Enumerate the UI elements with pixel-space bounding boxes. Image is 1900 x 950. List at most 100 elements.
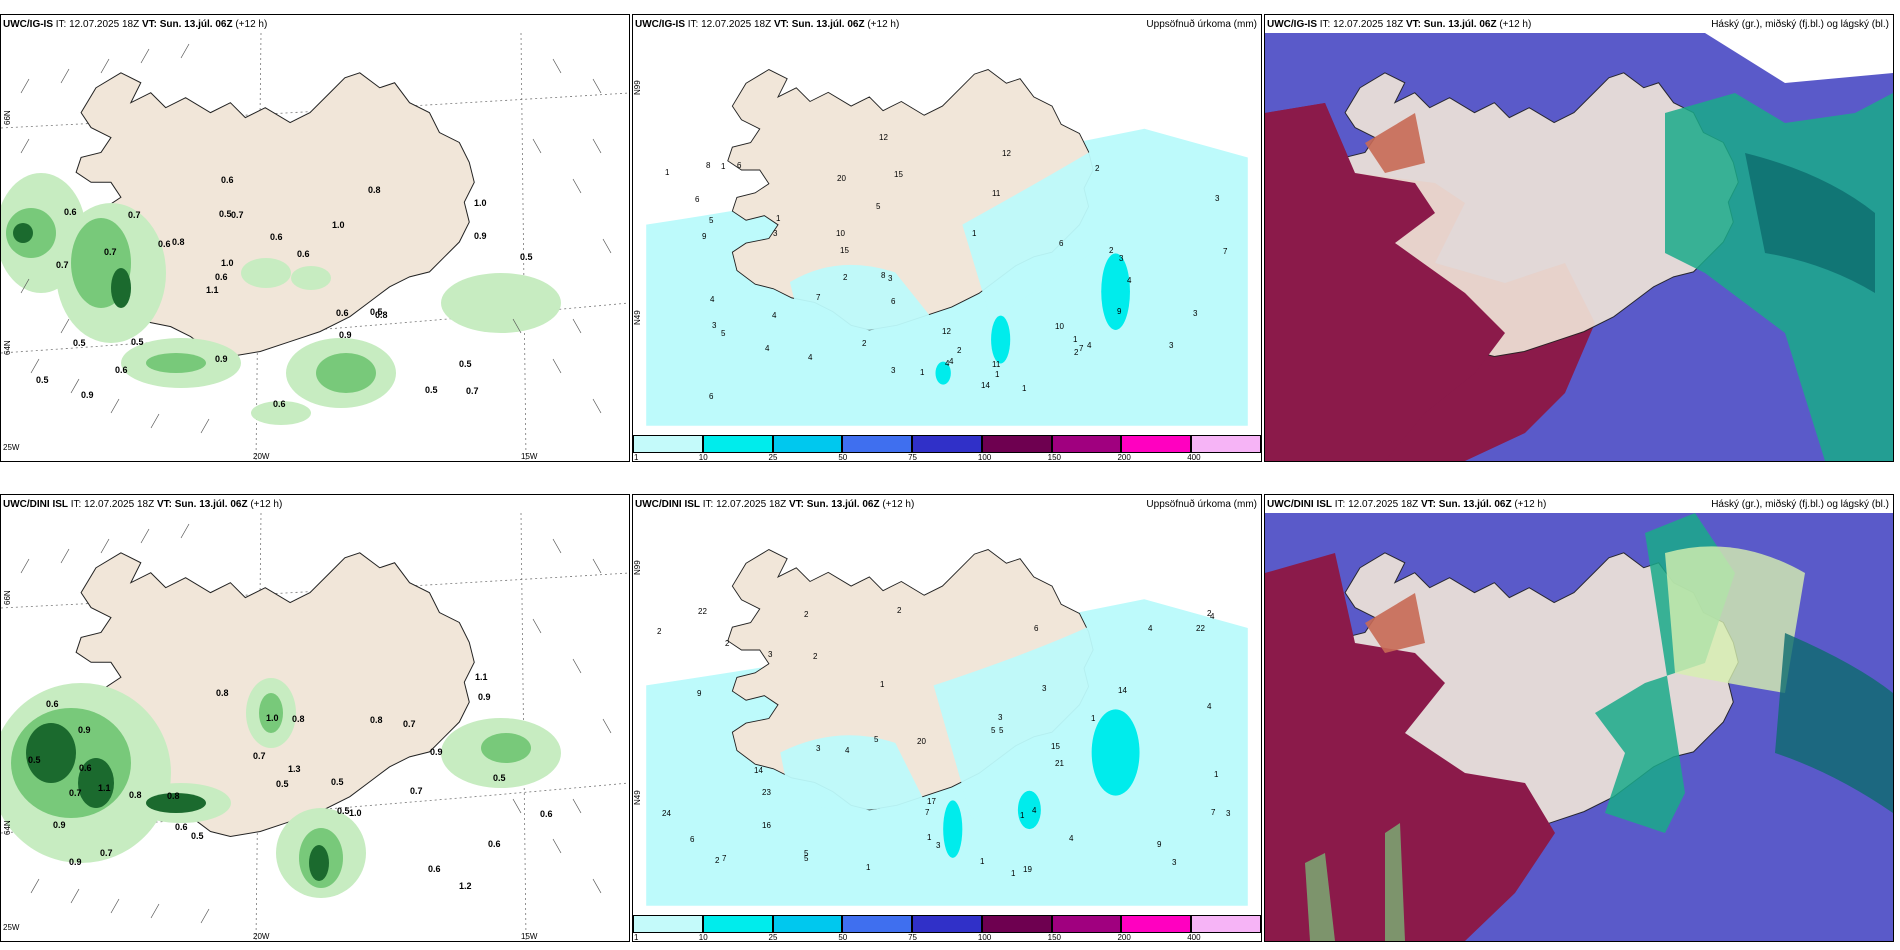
vt-prefix: VT: bbox=[1420, 499, 1436, 510]
vt-prefix: VT: bbox=[788, 499, 804, 510]
colorbar-swatch bbox=[702, 915, 773, 933]
label-layer: 1154223321435765954214321414242322212019… bbox=[657, 606, 1231, 878]
shower-value: 0.6 bbox=[336, 308, 349, 318]
shower-value: 1.1 bbox=[206, 285, 219, 295]
valid-time: Sun. 13.júl. 06Z bbox=[791, 19, 865, 30]
precip-value: 3 bbox=[816, 744, 821, 753]
lon-label: 20W bbox=[253, 452, 270, 461]
colorbar-label: 100 bbox=[977, 933, 992, 942]
valid-time: Sun. 13.júl. 06Z bbox=[159, 19, 233, 30]
shower-value: 0.5 bbox=[331, 777, 344, 787]
shower-value: 0.6 bbox=[158, 239, 171, 249]
shower-value: 0.5 bbox=[337, 806, 350, 816]
init-time: 12.07.2025 18Z bbox=[84, 499, 155, 510]
shower-value: 0.9 bbox=[69, 857, 82, 867]
precip-value: 1 bbox=[1091, 714, 1096, 723]
precip-value: 11 bbox=[992, 189, 1001, 198]
shower-value: 0.6 bbox=[297, 249, 310, 259]
colorbar-swatch bbox=[772, 435, 843, 453]
colorbar-swatch bbox=[842, 915, 913, 933]
shower-value: 0.5 bbox=[36, 375, 49, 385]
shower-value: 0.5 bbox=[493, 773, 506, 783]
precip-value: 14 bbox=[981, 381, 990, 390]
precip-value: 1 bbox=[880, 680, 885, 689]
shower-value: 0.6 bbox=[79, 763, 92, 773]
colorbar: 1 10 25 50 75 100 150 200 400 bbox=[633, 915, 1261, 941]
precip-value: 12 bbox=[879, 133, 888, 142]
shower-areas bbox=[1, 678, 561, 898]
precip-value: 9 bbox=[702, 232, 707, 241]
precip-value: 3 bbox=[712, 321, 717, 330]
precip-value: 2 bbox=[843, 273, 848, 282]
shower-value: 0.6 bbox=[428, 864, 441, 874]
shower-value: 1.2 bbox=[459, 881, 472, 891]
colorbar-swatch bbox=[633, 915, 703, 933]
precip-panel-row2: UWC/DINI ISL IT: 12.07.2025 18Z VT: Sun.… bbox=[632, 494, 1262, 942]
precip-value: 5 bbox=[874, 735, 879, 744]
shower-value: 0.9 bbox=[53, 820, 66, 830]
colorbar-swatch bbox=[1051, 435, 1122, 453]
precip-value: 3 bbox=[1215, 194, 1220, 203]
precip-value: 1 bbox=[972, 229, 977, 238]
shower-value: 0.6 bbox=[221, 175, 234, 185]
precip-value: 1 bbox=[721, 162, 726, 171]
shower-value: 1.0 bbox=[266, 713, 279, 723]
precip-value: 15 bbox=[894, 170, 903, 179]
panel-header: UWC/DINI ISL IT: 12.07.2025 18Z VT: Sun.… bbox=[1267, 499, 1546, 510]
shower-value: 0.5 bbox=[73, 338, 86, 348]
colorbar-swatch bbox=[633, 435, 703, 453]
precip-value: 7 bbox=[1211, 808, 1216, 817]
colorbar-swatch bbox=[1191, 435, 1261, 453]
shower-value: 0.7 bbox=[403, 719, 416, 729]
precip-value: 3 bbox=[1172, 858, 1177, 867]
precip-value: 7 bbox=[816, 293, 821, 302]
shower-value: 0.8 bbox=[129, 790, 142, 800]
shower-value: 0.7 bbox=[253, 751, 266, 761]
shower-value: 0.5 bbox=[131, 337, 144, 347]
precip-value: 2 bbox=[657, 627, 662, 636]
precip-value: 11 bbox=[992, 360, 1001, 369]
shower-value: 0.9 bbox=[78, 725, 91, 735]
wind-panel-row2: UWC/DINI ISL IT: 12.07.2025 18Z VT: Sun.… bbox=[0, 494, 630, 942]
lead-time: (+12 h) bbox=[882, 499, 915, 510]
shower-value: 0.7 bbox=[231, 210, 244, 220]
colorbar-label: 1 bbox=[634, 933, 639, 942]
precip-value: 4 bbox=[1087, 341, 1092, 350]
precip-value: 14 bbox=[1118, 686, 1127, 695]
shower-value: 0.5 bbox=[370, 307, 383, 317]
shower-value: 0.6 bbox=[540, 809, 553, 819]
panel-header: UWC/IG-IS IT: 12.07.2025 18Z VT: Sun. 13… bbox=[1267, 19, 1531, 30]
shower-value: 0.5 bbox=[459, 359, 472, 369]
precip-value: 6 bbox=[709, 392, 714, 401]
colorbar-label: 25 bbox=[768, 453, 778, 462]
lon-label: 25W bbox=[3, 443, 20, 452]
vt-prefix: VT: bbox=[141, 19, 157, 30]
precip-value: 2 bbox=[957, 346, 962, 355]
precip-title: Uppsöfnuð úrkoma (mm) bbox=[1146, 499, 1257, 510]
valid-time: Sun. 13.júl. 06Z bbox=[1423, 19, 1497, 30]
precip-value: 2 bbox=[1074, 348, 1079, 357]
vt-prefix: VT: bbox=[156, 499, 172, 510]
precip-value: 19 bbox=[1023, 865, 1032, 874]
precip-value: 20 bbox=[917, 737, 926, 746]
colorbar-label: 75 bbox=[908, 453, 918, 462]
precip-value: 1 bbox=[927, 833, 932, 842]
shower-value: 0.8 bbox=[216, 688, 229, 698]
shower-value: 0.9 bbox=[81, 390, 94, 400]
shower-value: 0.9 bbox=[430, 747, 443, 757]
lon-label: 15W bbox=[521, 452, 538, 461]
it-prefix: IT: bbox=[702, 499, 714, 510]
colorbar-label: 400 bbox=[1187, 453, 1201, 462]
precip-value: 4 bbox=[945, 359, 950, 368]
shower-value: 0.7 bbox=[100, 848, 113, 858]
model-name: UWC/IG-IS bbox=[3, 19, 53, 30]
precip-value: 22 bbox=[698, 607, 707, 616]
model-name: UWC/IG-IS bbox=[1267, 19, 1317, 30]
colorbar-swatch bbox=[912, 915, 982, 933]
precip-value: 7 bbox=[722, 854, 727, 863]
model-name: UWC/DINI ISL bbox=[3, 499, 68, 510]
precip-value: 3 bbox=[1193, 309, 1198, 318]
precip-value: 6 bbox=[1034, 624, 1039, 633]
precip-value: 2 bbox=[862, 339, 867, 348]
colorbar-label: 150 bbox=[1047, 453, 1062, 462]
